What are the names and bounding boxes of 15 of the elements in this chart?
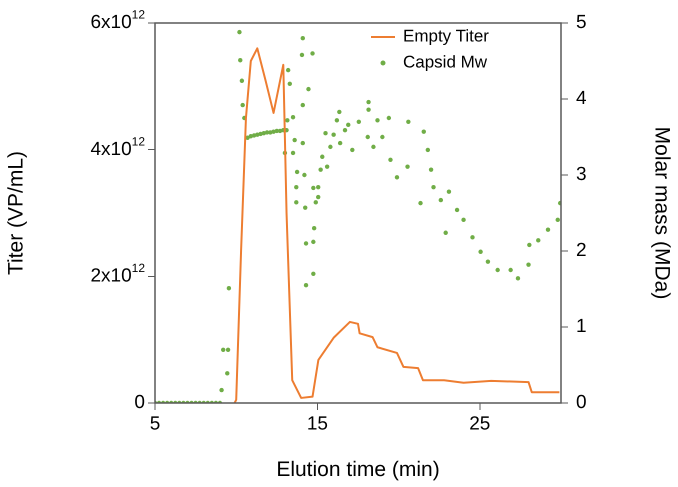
x-tick-label: 15 bbox=[306, 414, 328, 435]
y2-tick-label: 5 bbox=[576, 12, 587, 34]
y-tick-label: 0 bbox=[134, 392, 146, 414]
x-tick-label: 25 bbox=[469, 414, 490, 435]
y2-tick-label: 2 bbox=[576, 240, 587, 262]
y2-tick-label: 0 bbox=[576, 392, 587, 414]
legend-label: Capsid Mw bbox=[403, 52, 488, 72]
y2-axis-title: Molar mass (MDa) bbox=[650, 126, 674, 300]
legend-label: Empty Titer bbox=[403, 26, 490, 46]
y-axis-title: Titer (VP/mL) bbox=[4, 150, 28, 276]
x-tick-label: 5 bbox=[150, 414, 160, 435]
y2-tick-label: 1 bbox=[576, 316, 587, 338]
x-axis-title: Elution time (min) bbox=[276, 458, 440, 482]
y2-tick-label: 3 bbox=[576, 164, 587, 186]
y2-tick-label: 4 bbox=[576, 88, 587, 110]
